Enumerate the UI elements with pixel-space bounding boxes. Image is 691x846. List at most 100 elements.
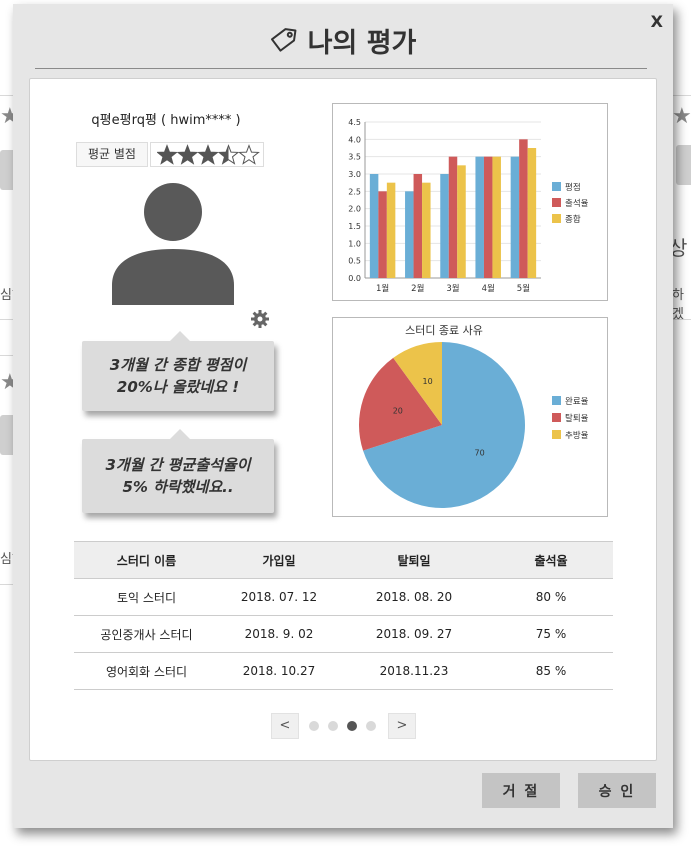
y-tick-label: 3.0: [348, 170, 361, 179]
bar: [483, 156, 493, 278]
table-cell: 공인중개사 스터디: [74, 615, 219, 653]
y-tick-label: 0.5: [348, 257, 361, 266]
legend-swatch: [552, 430, 561, 439]
x-tick-label: 5월: [517, 283, 530, 294]
column-header: 출석율: [489, 541, 613, 579]
tag-icon: [270, 28, 297, 52]
background-text: 상: [669, 236, 688, 260]
pie-data-label: 10: [423, 377, 433, 386]
background-text: 하겠: [672, 288, 684, 322]
pie-data-label: 70: [475, 448, 485, 457]
pie-slice: [359, 357, 442, 451]
table-cell: 75 %: [489, 615, 613, 653]
column-header: 가입일: [219, 541, 339, 579]
evaluation-panel: q평e평rq평 ( hwim**** ) 평균 별점 3개: [29, 78, 657, 761]
page-dot-4[interactable]: [366, 721, 376, 731]
bar: [378, 191, 387, 278]
gear-icon[interactable]: [250, 309, 270, 329]
title-divider: [35, 68, 647, 69]
rating-label: 평균 별점: [76, 142, 148, 167]
bar: [405, 191, 414, 278]
bar: [475, 156, 484, 278]
pie-slice: [363, 342, 525, 508]
table-header-row: 스터디 이름 가입일 탈퇴일 출석율: [74, 541, 613, 579]
x-tick-label: 4월: [482, 283, 495, 294]
legend-label: 평점: [565, 182, 581, 193]
y-tick-label: 1.0: [348, 239, 361, 248]
table-cell: 2018.11.23: [339, 652, 489, 690]
table-cell: 80 %: [489, 578, 613, 616]
table-cell: 2018. 9. 02: [219, 615, 339, 653]
bar: [413, 174, 423, 278]
y-tick-label: 4.5: [348, 118, 361, 127]
pie-title: 스터디 종료 사유: [405, 324, 483, 337]
pie-slice: [393, 342, 442, 425]
approve-button[interactable]: 승 인: [578, 773, 656, 808]
modal-header: 나의 평가: [13, 20, 673, 60]
bar: [492, 156, 501, 278]
page-dot-3[interactable]: [347, 721, 357, 731]
table-cell: 2018. 10.27: [219, 652, 339, 690]
reject-button[interactable]: 거 절: [482, 773, 560, 808]
bar: [527, 148, 537, 278]
star-icon: [176, 143, 199, 165]
y-tick-label: 2.0: [348, 205, 361, 214]
legend-label: 종합: [565, 215, 581, 225]
table-row: 토익 스터디 2018. 07. 12 2018. 08. 20 80 %: [74, 578, 613, 616]
study-end-pie-chart: 스터디 종료 사유 70 20 10 완료율 탈퇴율 추방율: [332, 317, 608, 517]
prev-page-button[interactable]: <: [271, 713, 299, 739]
star-rating: [150, 142, 264, 167]
legend-swatch: [552, 396, 561, 405]
insight-bubble: 3개월 간 종합 평점이 20%나 올랐네요 !: [82, 331, 274, 411]
star-icon: [157, 143, 178, 165]
y-tick-label: 0.0: [348, 274, 361, 283]
evaluation-modal: X 나의 평가 q평e평rq평 ( hwim**** ) 평균 별점: [13, 4, 673, 828]
bar: [422, 182, 431, 278]
bubble-line: 20%나 올랐네요 !: [116, 378, 240, 396]
bar: [519, 139, 528, 278]
column-header: 탈퇴일: [339, 541, 489, 579]
bar-chart-svg: 0.0 0.5 1.0 1.5 2.0 2.5 3.0 3.5 4.0 4.5 1월 2월 3월 4월 5월…: [348, 118, 589, 294]
modal-title: 나의 평가: [307, 27, 417, 59]
y-tick-label: 4.0: [348, 135, 361, 144]
table-cell: 2018. 08. 20: [339, 578, 489, 616]
star-icon: ★: [672, 104, 691, 129]
table-cell: 토익 스터디: [74, 578, 219, 616]
page-dot-2[interactable]: [328, 721, 338, 731]
star-icon: [217, 143, 240, 165]
bar: [510, 156, 520, 278]
legend-label: 추방율: [565, 430, 589, 441]
y-tick-label: 3.5: [348, 153, 361, 162]
legend-label: 출석율: [565, 198, 589, 209]
legend-swatch: [552, 214, 561, 223]
page-dot-1[interactable]: [309, 721, 319, 731]
pie-data-label: 20: [393, 407, 403, 416]
table-cell: 2018. 09. 27: [339, 615, 489, 653]
table-cell: 85 %: [489, 652, 613, 690]
study-history-table: 스터디 이름 가입일 탈퇴일 출석율 토익 스터디 2018. 07. 12 2…: [74, 541, 613, 690]
bar: [457, 165, 466, 278]
x-tick-label: 1월: [376, 283, 389, 294]
star-rating-icons: [157, 143, 260, 165]
next-page-button[interactable]: >: [388, 713, 416, 739]
legend-label: 완료율: [565, 397, 589, 407]
x-tick-label: 3월: [446, 283, 459, 294]
user-name: q평e평rq평 ( hwim**** ): [91, 113, 241, 128]
bubble-line: 3개월 간 종합 평점이: [109, 356, 247, 374]
background-thumb-icon: [676, 145, 691, 185]
bar: [369, 174, 379, 278]
column-header: 스터디 이름: [74, 541, 219, 579]
pagination: < >: [271, 713, 419, 739]
close-button[interactable]: X: [650, 12, 663, 31]
table-cell: 2018. 07. 12: [219, 578, 339, 616]
legend-swatch: [552, 198, 561, 207]
table-row: 공인중개사 스터디 2018. 9. 02 2018. 09. 27 75 %: [74, 615, 613, 653]
star-icon: [238, 143, 260, 165]
y-tick-label: 1.5: [348, 222, 361, 231]
bubble-line: 5% 하락했네요..: [122, 478, 234, 496]
bar: [440, 174, 449, 278]
star-icon: [197, 143, 219, 165]
bar: [386, 182, 396, 278]
bar: [448, 156, 458, 278]
